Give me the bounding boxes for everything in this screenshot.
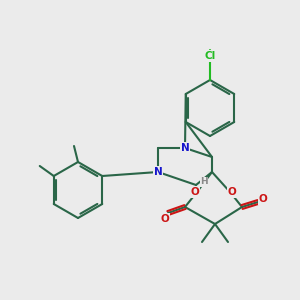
Text: O: O <box>259 194 267 204</box>
Text: O: O <box>228 187 236 197</box>
Text: O: O <box>160 214 169 224</box>
Text: Cl: Cl <box>204 51 216 61</box>
Text: N: N <box>154 167 162 177</box>
Text: H: H <box>200 178 208 187</box>
Text: N: N <box>181 143 189 153</box>
Text: O: O <box>190 187 200 197</box>
